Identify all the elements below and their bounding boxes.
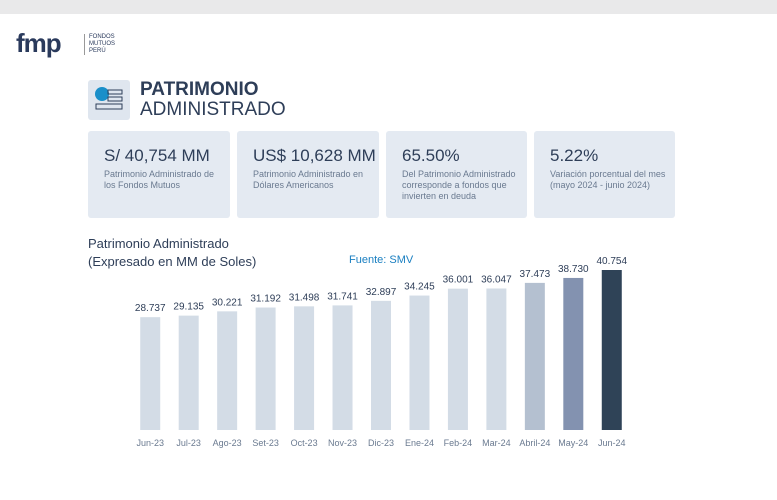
card-value: S/ 40,754 MM — [104, 146, 210, 165]
icon-graphic — [95, 87, 123, 110]
data-label: 29.135 — [173, 302, 204, 313]
x-tick-label: Jun-23 — [136, 438, 164, 448]
x-tick-label: Jul-23 — [176, 438, 201, 448]
data-label: 36.001 — [443, 275, 474, 286]
data-label: 37.473 — [520, 269, 551, 280]
data-label: 36.047 — [481, 274, 512, 285]
bar — [447, 288, 468, 430]
top-band — [0, 0, 777, 14]
x-tick-label: Abril-24 — [519, 438, 550, 448]
bar — [409, 295, 430, 430]
bar — [294, 306, 315, 430]
data-label: 38.730 — [558, 264, 589, 275]
card: US$ 10,628 MM Patrimonio Administrado en … — [237, 131, 379, 218]
card: 65.50% Del Patrimonio Administrado corres… — [386, 131, 527, 218]
x-tick-label: Set-23 — [252, 438, 279, 448]
data-label: 31.192 — [250, 294, 281, 305]
card: S/ 40,754 MM Patrimonio Administrado de l… — [88, 131, 230, 218]
x-tick-label: May-24 — [558, 438, 588, 448]
data-label: 31.741 — [327, 291, 358, 302]
x-tick-label: Mar-24 — [482, 438, 511, 448]
data-label: 34.245 — [404, 282, 435, 293]
data-label: 40.754 — [596, 256, 627, 267]
chart-title-block: Patrimonio Administrado (Expresado en MM… — [88, 235, 256, 271]
bar — [178, 315, 199, 430]
card-value: 5.22% — [550, 146, 599, 165]
logo-subtitle: FONDOS MUTUOS PERÚ — [84, 34, 129, 55]
source: Fuente: SMV — [349, 254, 414, 266]
data-label: 31.498 — [289, 292, 320, 303]
x-tick-label: Jun-24 — [598, 438, 626, 448]
x-tick-label: Ene-24 — [405, 438, 434, 448]
data-label: 28.737 — [135, 303, 166, 314]
chart-subtitle: (Expresado en MM de Soles) — [88, 254, 257, 269]
bar — [255, 307, 276, 430]
bar — [486, 288, 507, 430]
card-value: US$ 10,628 MM — [253, 146, 376, 165]
data-label: 32.897 — [366, 287, 397, 298]
logo: fmp — [16, 28, 62, 58]
card-value: 65.50% — [402, 146, 460, 165]
icon — [88, 80, 130, 120]
title: ADMINISTRADO — [140, 99, 286, 120]
card-description: Variación porcentual del mes (mayo 2024 … — [550, 169, 666, 190]
title: PATRIMONIO — [140, 79, 259, 100]
x-tick-label: Oct-23 — [291, 438, 318, 448]
bar — [217, 311, 238, 430]
card-description: Patrimonio Administrado de los Fondos Mu… — [104, 169, 215, 190]
card-description: Del Patrimonio Administrado corresponde … — [402, 169, 516, 201]
bar — [524, 282, 545, 430]
x-tick-label: Ago-23 — [213, 438, 242, 448]
data-label: 30.221 — [212, 297, 243, 308]
bar — [371, 300, 391, 430]
x-tick-label: Feb-24 — [444, 438, 473, 448]
bar — [332, 305, 353, 430]
x-tick-label: Nov-23 — [328, 438, 357, 448]
card: 5.22% Variación porcentual del mes (mayo … — [534, 131, 675, 218]
x-tick-label: Dic-23 — [368, 438, 394, 448]
bar — [563, 277, 584, 430]
card-description: Patrimonio Administrado en Dólares Ameri… — [253, 169, 364, 190]
chart-title: Patrimonio Administrado — [88, 236, 229, 251]
bar — [140, 317, 161, 430]
bar — [601, 270, 622, 430]
